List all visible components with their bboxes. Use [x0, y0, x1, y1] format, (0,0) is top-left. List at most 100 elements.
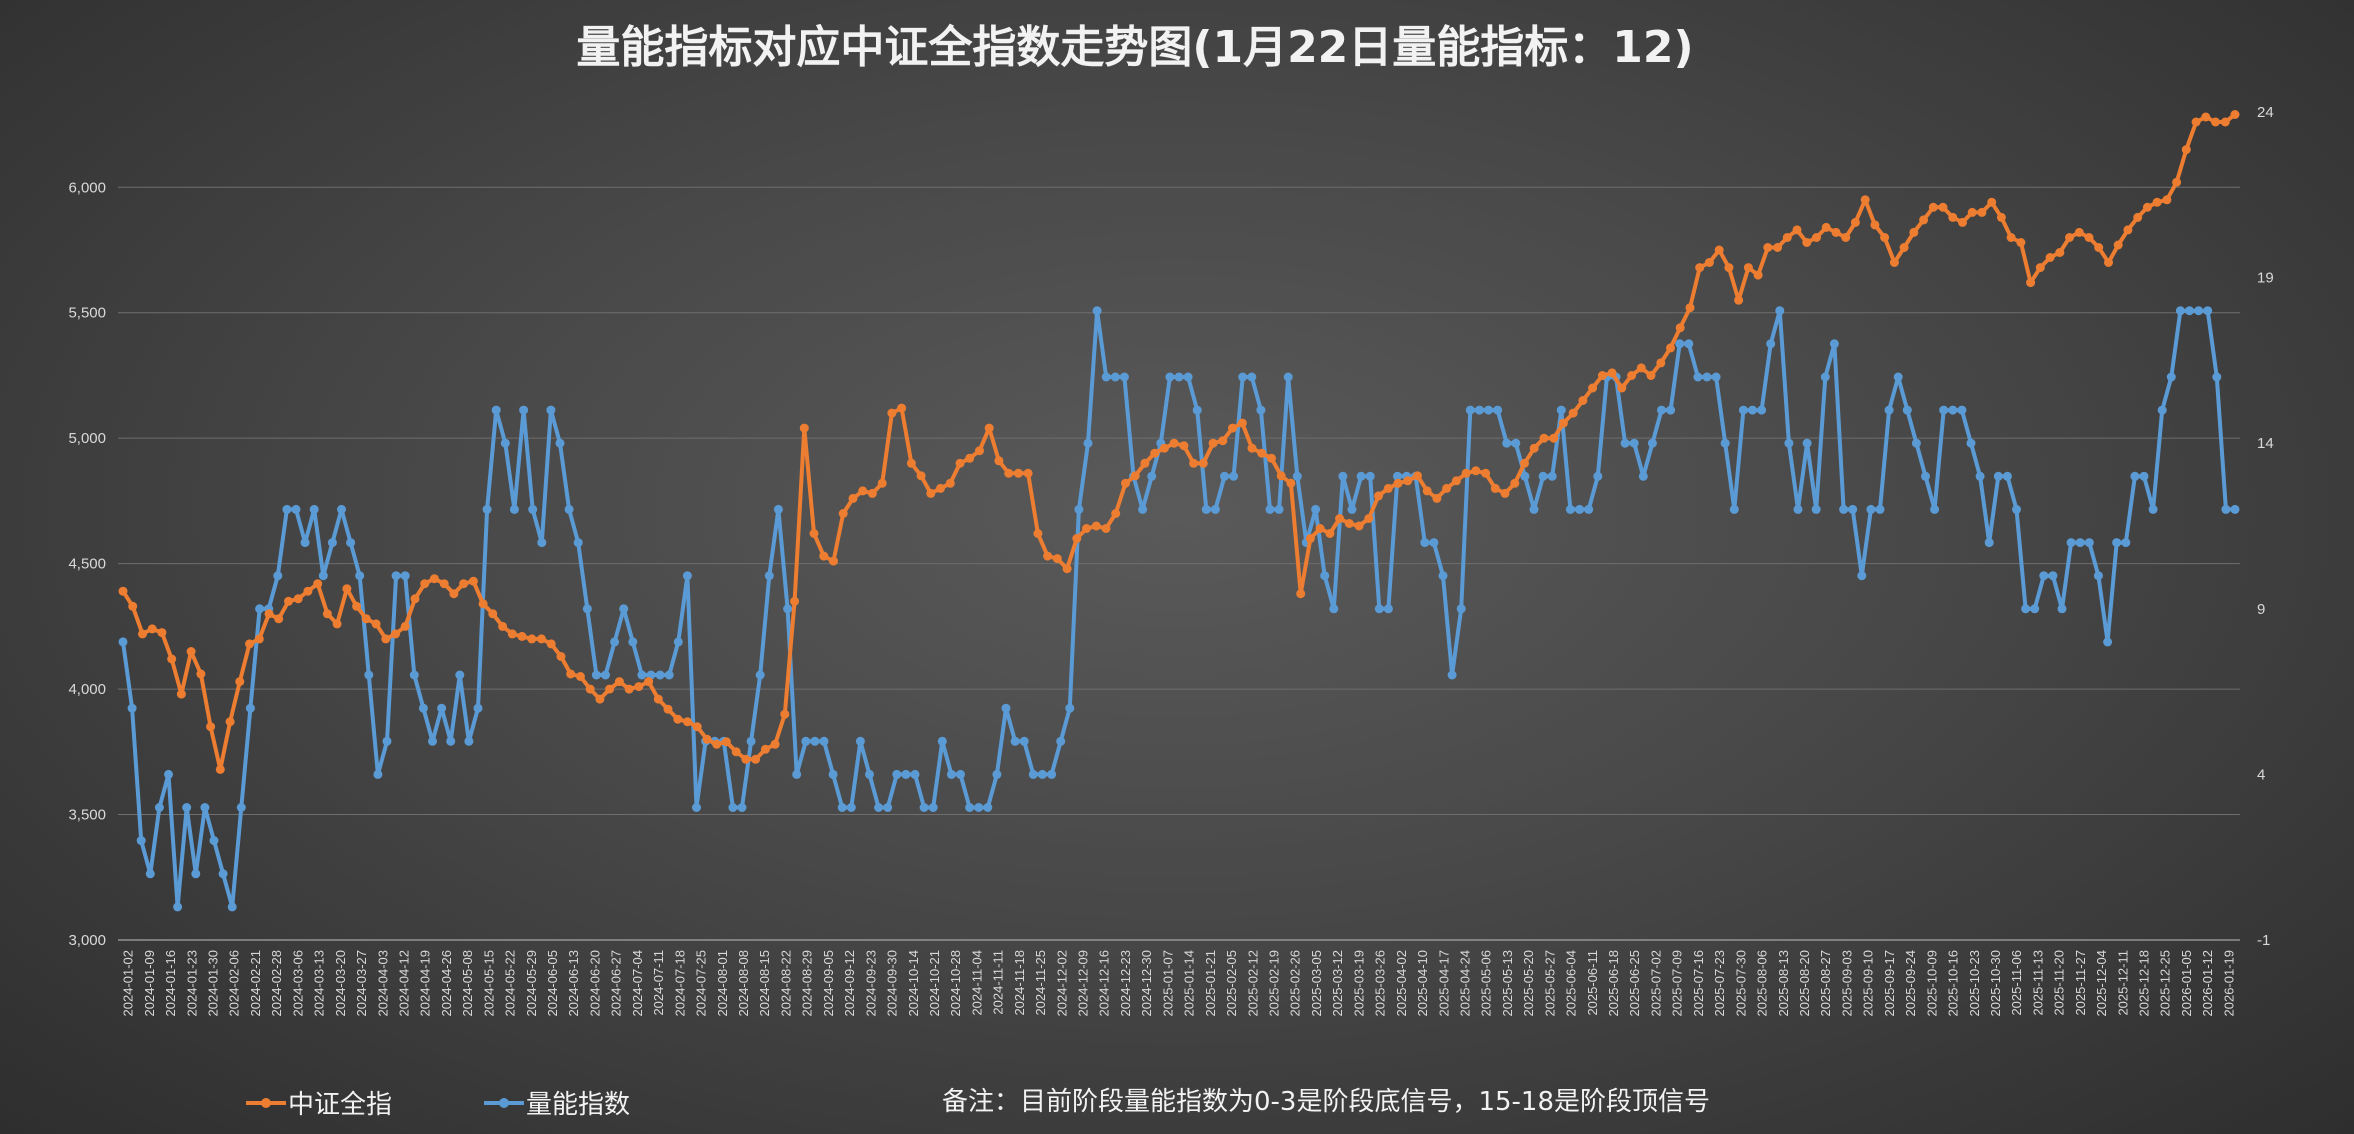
data-point — [546, 639, 556, 649]
data-point — [1704, 258, 1714, 267]
data-point — [1028, 769, 1038, 779]
data-point — [1354, 521, 1364, 531]
legend-item-csi-all: 中证全指 — [246, 1090, 392, 1120]
data-point — [846, 803, 856, 812]
data-point — [644, 677, 654, 687]
data-point — [810, 736, 820, 746]
data-point — [1276, 471, 1286, 481]
data-point — [926, 488, 936, 498]
x-tick-label: 2024-08-22 — [778, 950, 793, 1017]
data-point — [227, 902, 237, 912]
y-right-tick-label: 19 — [2257, 270, 2274, 287]
data-point — [1748, 405, 1757, 415]
data-point — [1549, 433, 1559, 443]
data-point — [614, 677, 624, 687]
x-tick-label: 2024-02-06 — [227, 950, 242, 1017]
data-point — [391, 629, 400, 639]
x-tick-label: 2025-10-16 — [1946, 950, 1961, 1017]
data-point — [828, 769, 838, 779]
data-point — [874, 803, 884, 812]
x-tick-label: 2025-09-03 — [1839, 950, 1854, 1017]
data-point — [459, 579, 469, 589]
x-tick-label: 2025-03-26 — [1373, 950, 1388, 1017]
data-point — [507, 629, 517, 639]
data-point — [2139, 471, 2149, 481]
data-point — [2220, 117, 2230, 127]
data-point — [2191, 117, 2201, 127]
data-point — [2230, 504, 2240, 514]
data-point — [1820, 372, 1830, 382]
data-point — [2074, 227, 2084, 237]
data-point — [1347, 504, 1357, 514]
y-left-tick-label: 3,000 — [68, 932, 106, 949]
data-point — [792, 769, 802, 779]
data-point — [1675, 339, 1685, 349]
data-point — [2148, 504, 2158, 514]
data-point — [235, 677, 245, 687]
data-point — [1584, 504, 1594, 514]
data-point — [1140, 458, 1150, 468]
data-point — [1993, 471, 2003, 481]
data-point — [892, 769, 902, 779]
data-point — [601, 670, 610, 680]
data-point — [936, 483, 945, 493]
data-point — [1325, 529, 1335, 538]
data-point — [1192, 405, 1202, 415]
data-point — [1429, 538, 1439, 548]
x-tick-label: 2024-05-29 — [524, 950, 539, 1017]
data-point — [318, 571, 328, 581]
data-point — [848, 493, 858, 503]
x-tick-label: 2025-04-02 — [1394, 950, 1409, 1017]
data-point — [303, 586, 313, 596]
data-point — [1283, 372, 1293, 382]
data-point — [2030, 604, 2040, 614]
data-point — [1529, 504, 1539, 514]
data-point — [245, 703, 255, 713]
data-point — [1984, 538, 1994, 548]
data-point — [418, 703, 428, 713]
data-point — [2166, 372, 2176, 382]
data-point — [2162, 195, 2172, 205]
data-point — [1930, 504, 1940, 514]
data-point — [478, 599, 488, 609]
data-point — [1857, 571, 1867, 581]
data-point — [1656, 358, 1666, 368]
data-point — [637, 670, 647, 680]
data-point — [2112, 538, 2122, 548]
data-point — [664, 670, 674, 680]
data-point — [1811, 504, 1821, 514]
x-tick-label: 2026-01-12 — [2200, 950, 2215, 1017]
x-tick-label: 2024-05-15 — [481, 950, 496, 1017]
x-tick-label: 2024-07-18 — [672, 950, 687, 1017]
data-point — [1617, 383, 1627, 393]
data-point — [1465, 405, 1475, 415]
data-point — [937, 736, 947, 746]
data-point — [498, 621, 508, 631]
data-point — [352, 601, 362, 611]
x-tick-label: 2025-08-20 — [1797, 950, 1812, 1017]
data-point — [819, 551, 829, 561]
data-point — [783, 604, 793, 614]
data-point — [887, 408, 897, 418]
data-point — [537, 634, 546, 644]
data-point — [1147, 471, 1157, 481]
x-tick-label: 2024-06-05 — [545, 950, 560, 1017]
data-point — [293, 594, 303, 604]
data-point — [138, 629, 147, 639]
data-point — [1568, 408, 1578, 418]
gridlines — [118, 186, 2240, 816]
data-point — [1714, 245, 1724, 255]
data-point — [1578, 396, 1588, 405]
data-point — [157, 628, 167, 638]
data-point — [1734, 295, 1744, 305]
data-point — [428, 736, 437, 746]
x-tick-label: 2025-06-18 — [1606, 950, 1621, 1017]
data-point — [488, 609, 498, 619]
series-line — [121, 308, 2235, 909]
data-point — [1547, 471, 1557, 481]
data-point — [468, 576, 478, 586]
data-point — [1074, 504, 1084, 514]
data-point — [1565, 504, 1575, 514]
x-tick-label: 2024-10-21 — [927, 950, 942, 1017]
data-point — [118, 586, 128, 596]
